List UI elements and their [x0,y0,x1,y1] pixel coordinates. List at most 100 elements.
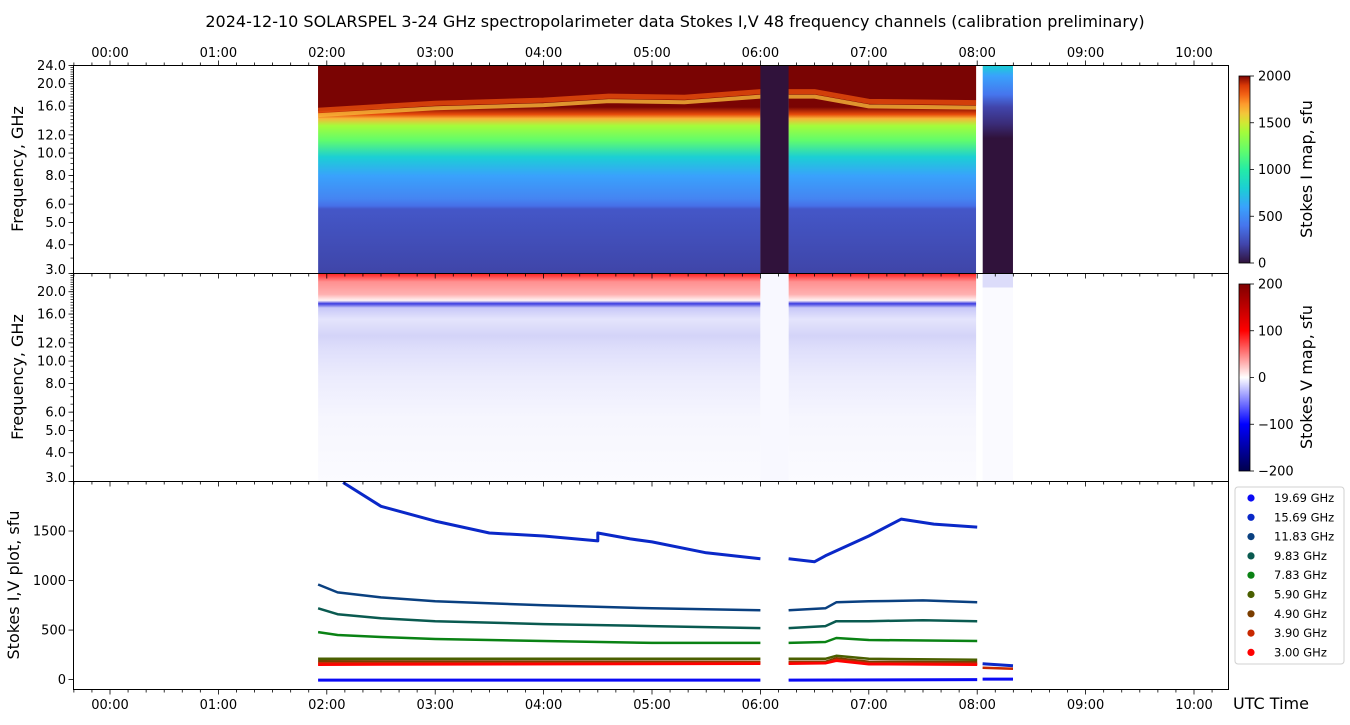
colorbar-i-tick-label: 500 [1258,210,1283,225]
y-tick-label: 500 [41,624,66,639]
x-tick-label-top: 06:00 [742,46,779,61]
plot-ylabel: Stokes I,V plot, sfu [4,511,23,660]
stokes-i-segment [982,66,1013,273]
legend-marker [1247,648,1255,657]
colorbar-v-label: Stokes V map, sfu [1297,305,1316,449]
y-tick-label: 12.0 [37,336,66,351]
x-tick-label-bottom: 10:00 [1175,698,1212,713]
colorbar-v-tick-label: 200 [1258,278,1283,293]
y-tick-label: 10.0 [37,355,66,370]
x-tick-label-top: 09:00 [1067,46,1104,61]
stokes-v-panel [318,274,1013,481]
colorbar-i-tick-label: 2000 [1258,70,1291,85]
y-tick-label: 16.0 [37,100,66,115]
legend-marker [1247,629,1255,637]
x-tick-label-top: 07:00 [850,46,887,61]
y-tick-label: 6.0 [45,198,66,213]
legend-entry: 5.90 GHz [1274,588,1327,602]
stokes-i-panel [317,66,1013,273]
x-tick-label-bottom: 03:00 [416,698,453,713]
x-tick-label-top: 03:00 [416,46,453,61]
x-tick-label-top: 01:00 [200,46,237,61]
x-tick-label-bottom: 09:00 [1067,698,1104,713]
stokes-v-segment [788,274,977,481]
colorbar-i-tick-label: 0 [1258,257,1266,272]
stokes-v-gap [760,274,789,481]
x-tick-label-bottom: 08:00 [958,698,995,713]
y-tick-label: 12.0 [37,128,66,143]
series-line [317,607,978,630]
x-tick-label-bottom: 07:00 [850,698,887,713]
stokes-i-transition [317,89,978,113]
series-line [318,659,978,666]
stokes-v-segment-top [982,274,1013,288]
colorbar-v-tick-label: 0 [1258,371,1266,386]
y-tick-label: 4.0 [45,238,66,253]
y-tick-label: 5.0 [45,216,66,231]
x-tick-label-bottom: 01:00 [200,698,237,713]
v-map-ylabel: Frequency, GHz [8,314,27,440]
y-tick-label: 8.0 [45,169,66,184]
colorbar-i-tick-label: 1500 [1258,116,1291,131]
colorbar-v [1238,283,1251,472]
y-tick-label: 3.0 [45,471,66,486]
colorbar-v-tick-label: 100 [1258,324,1283,339]
series-line [317,583,978,612]
series-line [317,630,978,645]
series-line [342,482,1014,668]
stokes-i-gap [760,66,789,273]
y-tick-label: 6.0 [45,406,66,421]
figure-title: 2024-12-10 SOLARSPEL 3-24 GHz spectropol… [205,12,1144,31]
x-tick-label-top: 10:00 [1175,46,1212,61]
legend-entry: 3.00 GHz [1274,645,1327,659]
x-tick-label-top: 08:00 [958,46,995,61]
y-tick-label: 10.0 [37,147,66,162]
y-tick-label: 8.0 [45,377,66,392]
y-tick-label: 1500 [33,525,66,540]
legend-marker [1247,590,1255,599]
y-tick-label: 20.0 [37,285,66,300]
colorbar-v-tick-label: −200 [1258,465,1294,480]
x-tick-label-bottom: 05:00 [633,698,670,713]
x-tick-label-top: 02:00 [308,46,345,61]
stokes-i-blank [976,66,983,273]
legend-marker [1247,494,1255,502]
legend-marker [1247,533,1255,541]
x-tick-label-bottom: 06:00 [742,698,779,713]
stokes-v-segment [318,274,761,481]
series-line [318,677,1013,682]
x-tick-label-bottom: 02:00 [308,698,345,713]
x-tick-label-top: 04:00 [525,46,562,61]
y-tick-label: 24.0 [37,59,66,74]
legend-entry: 4.90 GHz [1274,607,1327,621]
legend-entry: 7.83 GHz [1274,568,1327,582]
x-tick-label-bottom: 04:00 [525,698,562,713]
legend-entry: 11.83 GHz [1274,530,1334,544]
x-axis-label: UTC Time [1233,694,1309,713]
series-line [318,654,978,662]
y-tick-label: 20.0 [37,77,66,92]
y-tick-label: 1000 [33,574,66,589]
legend-marker [1247,571,1255,579]
colorbar-i-label: Stokes I map, sfu [1297,100,1316,238]
legend-marker [1247,513,1255,521]
legend-marker [1247,552,1255,560]
y-tick-label: 5.0 [45,424,66,439]
x-tick-label-top: 00:00 [91,46,128,61]
y-tick-label: 3.0 [45,263,66,278]
colorbar-v-tick-label: −100 [1258,418,1294,433]
legend-entry: 15.69 GHz [1274,510,1334,524]
stokes-i-transition [318,94,978,118]
legend-box [1234,486,1345,665]
legend: 19.69 GHz 15.69 GHz 11.83 GHz 9.83 GHz 7.83 … [1234,486,1345,665]
panel-frame-plot [73,481,1229,690]
colorbar-i-tick-label: 1000 [1258,163,1291,178]
legend-entry: 19.69 GHz [1274,491,1334,505]
y-tick-label: 16.0 [37,308,66,323]
x-tick-label-top: 05:00 [633,46,670,61]
i-map-ylabel: Frequency, GHz [8,106,27,232]
stokes-iv-plot-panel [317,482,1014,682]
legend-marker [1247,610,1255,618]
stokes-v-segment [982,274,1013,481]
